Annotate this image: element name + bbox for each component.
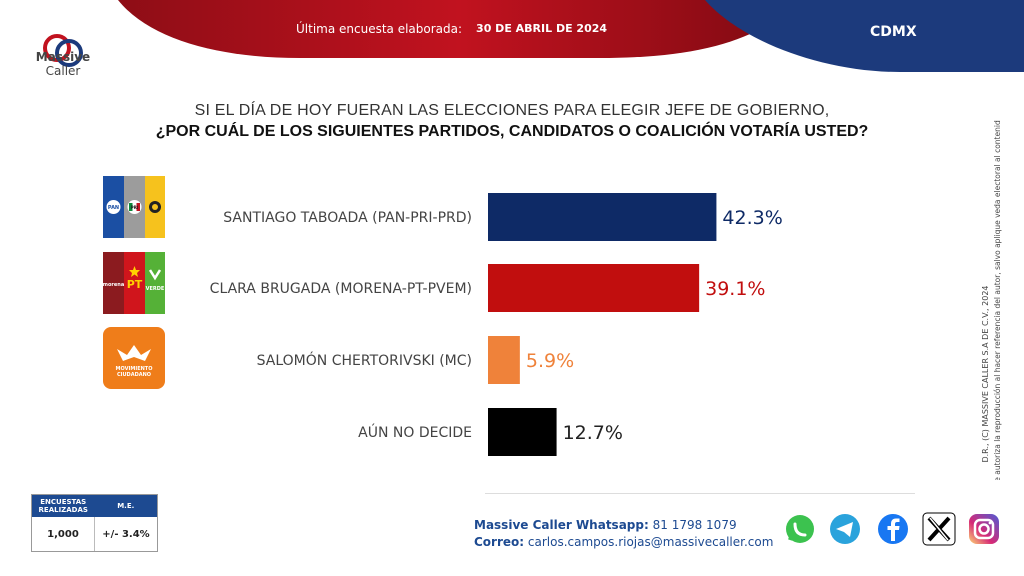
survey-label: Última encuesta elaborada: (296, 22, 463, 36)
category-label: CLARA BRUGADA (MORENA-PT-PVEM) (210, 281, 472, 297)
mc-text-1: MOVIMIENTO (116, 366, 153, 372)
question: SI EL DÍA DE HOY FUERAN LAS ELECCIONES P… (0, 102, 1024, 141)
value-label: 5.9% (526, 350, 574, 372)
verde-text: VERDE (146, 286, 165, 292)
category-label: AÚN NO DECIDE (358, 423, 472, 441)
question-line-2: ¿POR CUÁL DE LOS SIGUIENTES PARTIDOS, CA… (155, 123, 869, 140)
massive-caller-logo (43, 34, 83, 67)
survey-date-line: Última encuesta elaborada: 30 DE ABRIL D… (296, 22, 607, 36)
category-label: SALOMÓN CHERTORIVSKI (MC) (257, 351, 472, 369)
bar (488, 336, 520, 384)
email-label: Correo: (474, 535, 525, 549)
whatsapp-label: Massive Caller Whatsapp: (474, 518, 649, 532)
telegram-icon[interactable] (828, 512, 862, 546)
pan-pri-prd-logo: PAN PRI (103, 176, 165, 238)
pt-text: PT (127, 278, 143, 291)
region-label: CDMX (870, 24, 917, 40)
whatsapp-number[interactable]: 81 1798 1079 (652, 518, 737, 532)
facebook-icon[interactable] (876, 512, 910, 546)
brand-line-2: Caller (45, 64, 81, 78)
contact-info: Massive Caller Whatsapp: 81 1798 1079 Co… (474, 518, 773, 552)
bar (488, 264, 700, 312)
survey-stats-table: ENCUESTAS REALIZADAS M.E. 1,000 +/- 3.4% (31, 494, 158, 552)
morena-text: morena (103, 282, 124, 288)
legal-notice: D.R., (C) MASSIVE CALLER S.A DE C.V., 20… (981, 120, 1002, 480)
bar (488, 193, 717, 241)
brand-line-1: Massive (35, 50, 91, 64)
legal-line-2: Se autoriza la reproducción al hacer ref… (993, 120, 1002, 480)
divider (485, 493, 915, 494)
bar (488, 408, 557, 456)
stats-header-margin: M.E. (117, 502, 135, 510)
category-label: SANTIAGO TABOADA (PAN-PRI-PRD) (223, 210, 472, 226)
value-label: 39.1% (705, 278, 765, 300)
header-banner (118, 0, 1024, 72)
mc-text-2: CIUDADANO (117, 372, 151, 378)
pan-text: PAN (108, 205, 119, 211)
question-line-1: SI EL DÍA DE HOY FUERAN LAS ELECCIONES P… (194, 102, 830, 119)
stats-header-sample: ENCUESTAS REALIZADAS (38, 498, 88, 514)
morena-pt-pvem-logo: morena PT VERDE (103, 252, 165, 314)
mc-logo: MOVIMIENTO CIUDADANO (103, 327, 165, 389)
value-label: 12.7% (563, 422, 623, 444)
email-address[interactable]: carlos.campos.riojas@massivecaller.com (527, 535, 774, 549)
instagram-icon[interactable] (967, 512, 1001, 546)
vote-intention-chart: SANTIAGO TABOADA (PAN-PRI-PRD) 42.3% CLARA… (210, 193, 783, 456)
survey-date: 30 DE ABRIL DE 2024 (476, 22, 608, 35)
stats-sample-value: 1,000 (32, 517, 95, 551)
pri-text: PRI (131, 205, 139, 210)
stats-margin-value: +/- 3.4% (102, 528, 150, 540)
whatsapp-icon[interactable] (783, 512, 817, 546)
x-twitter-icon[interactable] (922, 512, 956, 546)
legal-line-1: D.R., (C) MASSIVE CALLER S.A DE C.V., 20… (981, 285, 990, 462)
value-label: 42.3% (722, 207, 782, 229)
